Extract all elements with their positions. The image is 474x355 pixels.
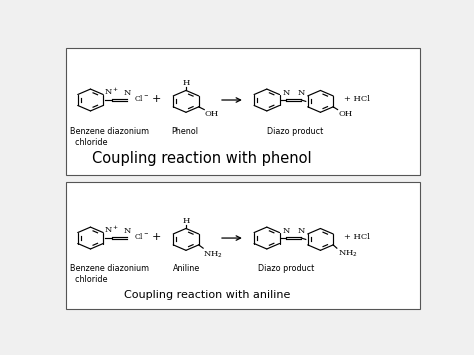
Text: Phenol: Phenol bbox=[171, 127, 198, 136]
Text: Diazo product: Diazo product bbox=[267, 127, 323, 136]
Text: N: N bbox=[282, 89, 290, 97]
Text: +: + bbox=[152, 94, 161, 104]
Text: OH: OH bbox=[205, 110, 219, 118]
Text: + HCl: + HCl bbox=[344, 95, 370, 103]
Text: N$^+$: N$^+$ bbox=[104, 223, 119, 235]
Text: +: + bbox=[152, 233, 161, 242]
FancyBboxPatch shape bbox=[66, 48, 420, 175]
Text: NH$_2$: NH$_2$ bbox=[337, 249, 357, 260]
Text: N: N bbox=[124, 89, 131, 97]
Text: OH: OH bbox=[338, 110, 353, 118]
Text: N: N bbox=[282, 227, 290, 235]
Text: Diazo product: Diazo product bbox=[258, 264, 314, 273]
Text: Benzene diazonium
  chloride: Benzene diazonium chloride bbox=[70, 127, 149, 147]
Text: Coupling reaction with aniline: Coupling reaction with aniline bbox=[124, 290, 290, 300]
Text: N$^+$: N$^+$ bbox=[104, 85, 119, 97]
Text: NH$_2$: NH$_2$ bbox=[203, 249, 223, 260]
Text: Coupling reaction with phenol: Coupling reaction with phenol bbox=[92, 151, 312, 166]
FancyBboxPatch shape bbox=[66, 182, 420, 309]
Text: H: H bbox=[182, 79, 190, 87]
Text: Benzene diazonium
  chloride: Benzene diazonium chloride bbox=[70, 264, 149, 284]
Text: H: H bbox=[182, 217, 190, 225]
Text: N: N bbox=[298, 227, 305, 235]
Text: Cl$^-$: Cl$^-$ bbox=[134, 231, 149, 241]
Text: Cl$^-$: Cl$^-$ bbox=[134, 93, 149, 103]
Text: N: N bbox=[298, 89, 305, 97]
Text: + HCl: + HCl bbox=[344, 234, 370, 241]
Text: N: N bbox=[124, 227, 131, 235]
Text: Aniline: Aniline bbox=[173, 264, 201, 273]
